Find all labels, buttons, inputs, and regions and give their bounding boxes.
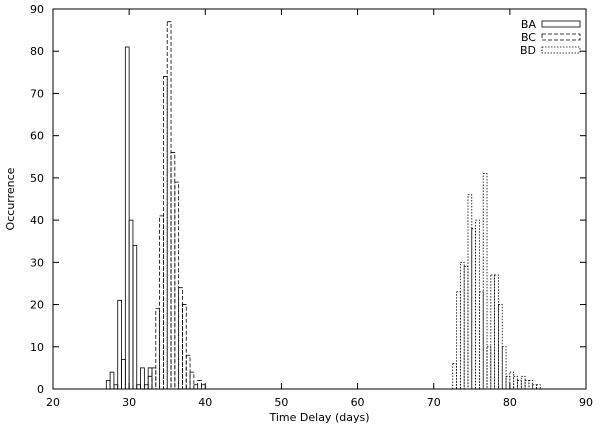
y-tick-label-3: 30 [30,256,44,269]
x-tick-label-3: 50 [274,396,288,409]
bar-ba-8 [136,384,141,390]
x-axis-title: Time Delay (days) [268,411,369,424]
legend: BA BC BD [520,18,581,57]
bar-ba-9 [140,367,145,390]
x-tick-label-5: 70 [427,396,441,409]
bar-bd-13 [501,346,507,390]
bar-bc-3 [159,215,164,390]
bar-bd-11 [494,274,499,390]
y-tick-label-1: 10 [30,341,44,354]
bar-bd-19 [524,380,530,390]
bar-bc-8 [178,287,183,390]
bar-ba-4 [121,359,126,390]
bar-ba-1 [109,371,115,390]
y-tick-label-0: 0 [37,383,44,396]
bar-bd-17 [517,380,522,390]
bar-ba-11 [147,367,153,390]
bar-bd-18 [520,375,526,390]
bar-bd-22 [536,384,541,390]
legend-swatch-bc [541,33,581,41]
bar-bd-15 [509,371,515,390]
y-tick-label-8: 80 [30,45,44,58]
bar-bc-14 [201,384,206,390]
bar-bc-1 [151,367,157,390]
y-tick-label-5: 50 [30,172,44,185]
y-tick-label-6: 60 [30,130,44,143]
x-tick-label-4: 60 [351,396,365,409]
bar-bd-8 [482,173,488,390]
bar-ba-0 [105,380,111,390]
bar-ba-7 [132,245,138,390]
bar-bc-10 [185,354,191,390]
bar-bc-5 [166,21,172,390]
bar-bd-3 [463,266,469,390]
y-axis-title: Occurrence [4,167,17,230]
x-tick-label-1: 30 [122,396,136,409]
bar-ba-6 [128,219,134,390]
bar-ba-3 [117,299,122,390]
legend-swatch-ba [541,20,581,28]
y-tick-label-7: 70 [30,87,44,100]
bar-bd-0 [452,363,457,390]
bar-bd-7 [478,291,484,390]
y-tick-label-4: 40 [30,214,44,227]
bar-bd-1 [456,291,461,390]
bar-bc-2 [155,308,161,390]
bar-bd-12 [498,304,503,390]
bar-bd-9 [486,346,492,390]
x-tick-label-0: 20 [46,396,60,409]
x-tick-label-6: 80 [503,396,517,409]
legend-swatch-bd [541,46,581,54]
bar-bd-6 [475,219,480,390]
bar-bd-4 [467,194,473,390]
legend-label-bd: BD [520,44,536,57]
bar-bc-12 [193,384,199,390]
bar-bd-14 [505,375,511,390]
bar-bc-11 [189,371,195,390]
y-tick-label-2: 20 [30,299,44,312]
ticks-layer: 20 30 40 50 60 70 80 90 0 10 20 30 40 50 60 70 80 90 [30,3,593,409]
y-tick-label-9: 90 [30,3,44,16]
bar-bc-0 [147,375,153,390]
bar-bd-10 [490,274,496,390]
bar-bc-7 [174,181,180,390]
plot-frame [52,8,587,390]
bar-bd-16 [513,375,518,390]
bar-bc-13 [197,380,202,390]
legend-label-bc: BC [521,31,536,44]
bar-bd-2 [459,261,465,390]
bar-ba-2 [113,384,119,390]
bar-bc-9 [182,304,187,390]
bar-bd-5 [471,228,476,390]
bar-ba-10 [143,384,149,390]
bar-bd-21 [532,384,537,390]
bar-bc-6 [170,152,176,390]
x-tick-label-2: 40 [198,396,212,409]
bars-layer [105,21,541,390]
x-tick-label-7: 90 [579,396,593,409]
bar-ba-5 [124,46,130,390]
bar-bd-20 [528,380,534,390]
legend-label-ba: BA [521,18,537,31]
bar-bc-4 [163,76,168,390]
